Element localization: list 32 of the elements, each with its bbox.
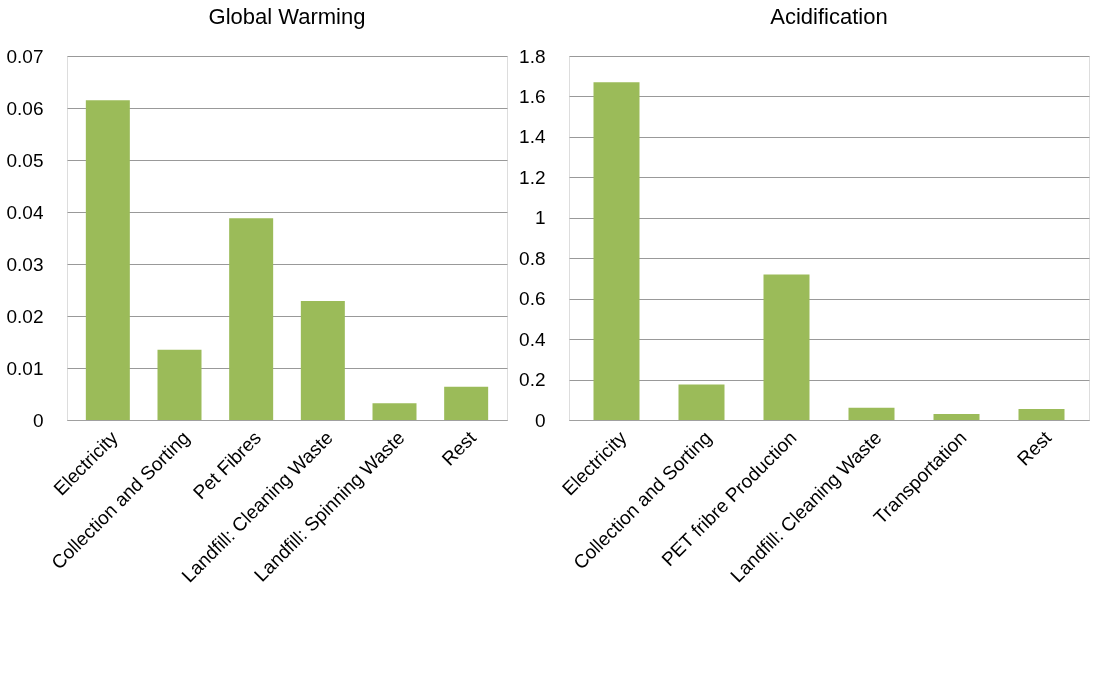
bar <box>763 274 810 420</box>
bar <box>372 403 417 420</box>
bar <box>933 413 980 420</box>
y-tick-label: 1.8 <box>519 45 546 67</box>
y-tick-label: 1.2 <box>519 166 546 188</box>
bar <box>848 407 895 420</box>
bar <box>85 100 130 420</box>
bar <box>157 349 202 420</box>
bar <box>1018 408 1065 420</box>
y-tick-label: 0 <box>534 409 546 431</box>
y-tick-label: 0.05 <box>6 149 44 171</box>
y-tick-label: 0.8 <box>519 247 546 269</box>
bar <box>300 300 345 420</box>
y-tick-label: 0.01 <box>6 357 44 379</box>
y-tick-label: 0.4 <box>519 328 546 350</box>
chart-title: Global Warming <box>208 4 366 29</box>
y-tick-label: 0 <box>32 409 44 431</box>
bar <box>593 82 640 420</box>
y-tick-label: 1 <box>534 207 546 229</box>
chart-title: Acidification <box>770 4 888 29</box>
y-tick-label: 0.03 <box>6 253 44 275</box>
y-tick-label: 0.2 <box>519 369 546 391</box>
y-tick-label: 1.6 <box>519 85 546 107</box>
bar <box>444 386 489 420</box>
y-tick-label: 0.02 <box>6 305 44 327</box>
y-tick-label: 0.6 <box>519 288 546 310</box>
bar <box>678 384 725 420</box>
y-tick-label: 0.04 <box>6 201 44 223</box>
bar <box>229 218 274 420</box>
y-tick-label: 0.07 <box>6 45 44 67</box>
y-tick-label: 1.4 <box>519 126 546 148</box>
y-tick-label: 0.06 <box>6 97 44 119</box>
